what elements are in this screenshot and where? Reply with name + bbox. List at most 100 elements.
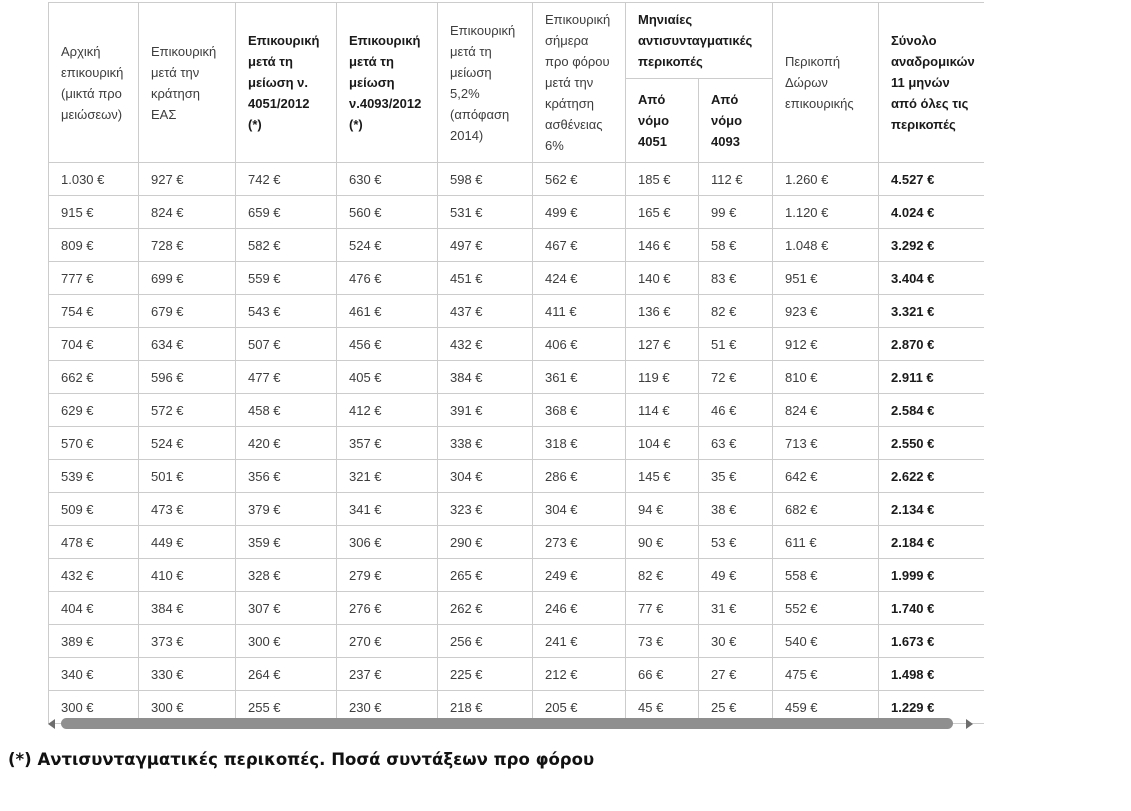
cell: 82 € — [625, 558, 699, 592]
scrollbar-thumb[interactable] — [61, 718, 953, 729]
cell: 1.740 € — [878, 591, 984, 625]
cell: 539 € — [48, 459, 139, 493]
cell: 328 € — [235, 558, 337, 592]
table-body: 1.030 €927 €742 €630 €598 €562 €185 €112… — [48, 162, 984, 724]
cell: 1.260 € — [772, 162, 879, 196]
cell: 2.622 € — [878, 459, 984, 493]
cell: 246 € — [532, 591, 626, 625]
cell: 384 € — [138, 591, 236, 625]
col-header-bonus-cut: Περικοπή Δώρων επικουρικής — [772, 2, 879, 163]
col-header-monthly-unconstitutional-cuts: Μηνιαίες αντισυνταγματικές περικοπές — [625, 2, 773, 79]
cell: 2.584 € — [878, 393, 984, 427]
cell: 321 € — [336, 459, 438, 493]
col-header-from-law-4051: Από νόμο 4051 — [625, 78, 699, 163]
cell: 560 € — [336, 195, 438, 229]
cell: 824 € — [138, 195, 236, 229]
cell: 262 € — [437, 591, 533, 625]
cell: 35 € — [698, 459, 773, 493]
cell: 119 € — [625, 360, 699, 394]
cell: 225 € — [437, 657, 533, 691]
cell: 99 € — [698, 195, 773, 229]
cell: 73 € — [625, 624, 699, 658]
col-header-after-law-4093: Επικουρική μετά τη μείωση ν.4093/2012 (*… — [336, 2, 438, 163]
cell: 373 € — [138, 624, 236, 658]
cell: 361 € — [532, 360, 626, 394]
cell: 63 € — [698, 426, 773, 460]
cell: 165 € — [625, 195, 699, 229]
cell: 682 € — [772, 492, 879, 526]
cell: 338 € — [437, 426, 533, 460]
cell: 384 € — [437, 360, 533, 394]
cell: 412 € — [336, 393, 438, 427]
cell: 270 € — [336, 624, 438, 658]
cell: 27 € — [698, 657, 773, 691]
cell: 279 € — [336, 558, 438, 592]
table-row: 777 €699 €559 €476 €451 €424 €140 €83 €9… — [48, 261, 984, 295]
col-header-after-eas: Επικουρική μετά την κράτηση ΕΑΣ — [138, 2, 236, 163]
table-row: 478 €449 €359 €306 €290 €273 €90 €53 €61… — [48, 525, 984, 559]
cell: 58 € — [698, 228, 773, 262]
cell: 437 € — [437, 294, 533, 328]
cell: 461 € — [336, 294, 438, 328]
cell: 4.527 € — [878, 162, 984, 196]
table-row: 539 €501 €356 €321 €304 €286 €145 €35 €6… — [48, 459, 984, 493]
cell: 923 € — [772, 294, 879, 328]
cell: 3.404 € — [878, 261, 984, 295]
cell: 2.134 € — [878, 492, 984, 526]
cell: 642 € — [772, 459, 879, 493]
cell: 509 € — [48, 492, 139, 526]
table-row: 570 €524 €420 €357 €338 €318 €104 €63 €7… — [48, 426, 984, 460]
cell: 424 € — [532, 261, 626, 295]
table-row: 704 €634 €507 €456 €432 €406 €127 €51 €9… — [48, 327, 984, 361]
cell: 318 € — [532, 426, 626, 460]
right-arrow-icon[interactable] — [966, 719, 973, 729]
cell: 570 € — [48, 426, 139, 460]
cell: 66 € — [625, 657, 699, 691]
cell: 410 € — [138, 558, 236, 592]
cell: 241 € — [532, 624, 626, 658]
cell: 411 € — [532, 294, 626, 328]
cell: 391 € — [437, 393, 533, 427]
cell: 476 € — [336, 261, 438, 295]
left-arrow-icon[interactable] — [48, 719, 55, 729]
cell: 286 € — [532, 459, 626, 493]
cell: 754 € — [48, 294, 139, 328]
cell: 524 € — [138, 426, 236, 460]
cell: 406 € — [532, 327, 626, 361]
cell: 38 € — [698, 492, 773, 526]
cell: 552 € — [772, 591, 879, 625]
pension-cuts-table-viewport: Αρχική επικουρική (μικτά προ μειώσεων) Ε… — [48, 2, 984, 724]
cell: 582 € — [235, 228, 337, 262]
cell: 237 € — [336, 657, 438, 691]
cell: 53 € — [698, 525, 773, 559]
cell: 432 € — [437, 327, 533, 361]
cell: 340 € — [48, 657, 139, 691]
cell: 598 € — [437, 162, 533, 196]
cell: 359 € — [235, 525, 337, 559]
cell: 420 € — [235, 426, 337, 460]
cell: 562 € — [532, 162, 626, 196]
cell: 265 € — [437, 558, 533, 592]
cell: 478 € — [48, 525, 139, 559]
cell: 713 € — [772, 426, 879, 460]
cell: 307 € — [235, 591, 337, 625]
cell: 127 € — [625, 327, 699, 361]
cell: 212 € — [532, 657, 626, 691]
cell: 49 € — [698, 558, 773, 592]
cell: 30 € — [698, 624, 773, 658]
horizontal-scrollbar[interactable] — [48, 716, 983, 731]
cell: 145 € — [625, 459, 699, 493]
cell: 596 € — [138, 360, 236, 394]
cell: 31 € — [698, 591, 773, 625]
cell: 2.870 € — [878, 327, 984, 361]
cell: 475 € — [772, 657, 879, 691]
col-header-after-law-4051: Επικουρική μετά τη μείωση ν. 4051/2012 (… — [235, 2, 337, 163]
cell: 330 € — [138, 657, 236, 691]
table-row: 915 €824 €659 €560 €531 €499 €165 €99 €1… — [48, 195, 984, 229]
table-row: 340 €330 €264 €237 €225 €212 €66 €27 €47… — [48, 657, 984, 691]
cell: 572 € — [138, 393, 236, 427]
cell: 356 € — [235, 459, 337, 493]
cell: 2.550 € — [878, 426, 984, 460]
cell: 951 € — [772, 261, 879, 295]
